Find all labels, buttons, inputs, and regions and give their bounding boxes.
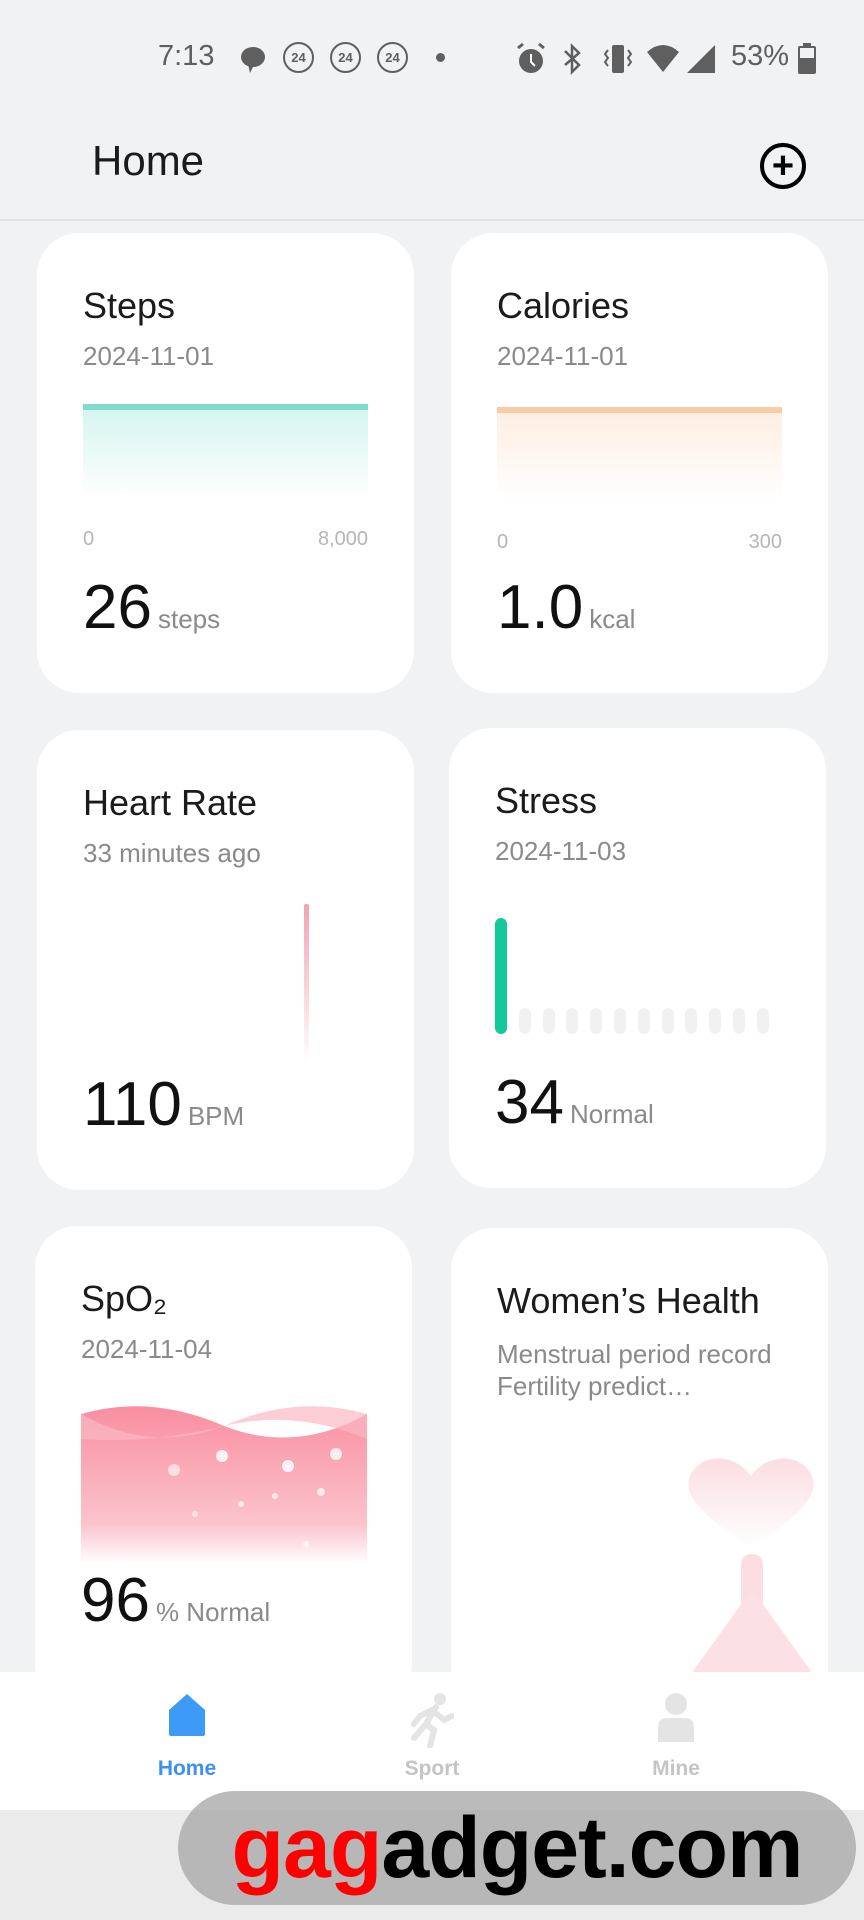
dot-icon: [436, 53, 445, 62]
bluetooth-icon: [564, 42, 581, 76]
nav-mine[interactable]: Mine: [596, 1692, 756, 1781]
vibrate-icon: [603, 45, 633, 73]
alarm-icon: [517, 42, 545, 73]
nav-label: Mine: [652, 1757, 700, 1780]
heart-rate-bar: [304, 904, 309, 1064]
stress-bar-active: [495, 918, 507, 1034]
notification-badge: 24: [283, 42, 314, 73]
running-icon: [411, 1693, 455, 1749]
notification-badge: 24: [330, 42, 361, 73]
stress-bar: [756, 1008, 769, 1034]
steps-value: 26: [83, 573, 152, 642]
heart-rate-unit: BPM: [187, 1101, 245, 1131]
stress-bar: [733, 1008, 745, 1034]
spo2-unit: % Normal: [155, 1597, 271, 1627]
watermark: gag adget.com: [178, 1791, 856, 1905]
add-button[interactable]: +: [760, 143, 806, 189]
nav-label: Home: [157, 1757, 217, 1780]
card-title: Stress: [495, 780, 598, 821]
card-date: 2024-11-01: [497, 341, 629, 371]
heart-rate-card[interactable]: Heart Rate 33 minutes ago 110 BPM: [37, 730, 414, 1190]
page-title: Home: [92, 137, 205, 184]
wifi-icon: [647, 45, 679, 72]
notification-badge: 24: [377, 42, 408, 73]
stress-bar: [518, 1008, 531, 1034]
card-date: 2024-11-03: [495, 836, 627, 866]
plus-circle-icon: +: [771, 145, 795, 187]
card-title: SpO₂: [81, 1278, 168, 1319]
calories-card[interactable]: Calories 2024-11-01 0 300 1.0 kcal: [451, 233, 828, 693]
stress-bar: [542, 1008, 555, 1034]
stress-bar: [566, 1008, 579, 1034]
womens-health-card[interactable]: Women’s Health Menstrual period record F…: [451, 1228, 828, 1708]
spo2-value: 96: [81, 1566, 150, 1635]
bottom-nav: Home Sport Mine: [0, 1672, 864, 1810]
person-icon: [658, 1693, 694, 1742]
card-title: Calories: [497, 285, 630, 326]
card-date: 2024-11-04: [81, 1334, 213, 1364]
steps-progress-chart: [83, 404, 368, 498]
stress-bar: [709, 1008, 722, 1034]
card-title: Women’s Health: [497, 1280, 760, 1321]
chat-icon: [241, 47, 265, 73]
calories-unit: kcal: [589, 604, 636, 634]
spo2-wave-chart: [81, 1406, 367, 1564]
nav-home[interactable]: Home: [107, 1692, 267, 1781]
stress-level: Normal: [569, 1099, 654, 1129]
stress-card[interactable]: Stress 2024-11-03 34 Normal: [449, 728, 826, 1188]
signal-icon: [687, 45, 715, 73]
home-icon: [169, 1694, 205, 1736]
calories-value: 1.0: [497, 573, 584, 642]
steps-unit: steps: [157, 604, 221, 634]
stress-bar: [614, 1008, 626, 1034]
battery-percent: 53%: [731, 40, 790, 72]
axis-max: 8,000: [317, 528, 368, 550]
spo2-card[interactable]: SpO₂ 2024-11-04 96% Normal: [35, 1226, 412, 1706]
stress-bar: [685, 1008, 698, 1034]
status-bar: 7:13 24 24 24 53%: [0, 0, 864, 110]
nav-sport[interactable]: Sport: [352, 1692, 512, 1781]
card-description: Menstrual period record Fertility predic…: [497, 1339, 772, 1401]
stress-bar: [637, 1008, 650, 1034]
card-date: 2024-11-01: [83, 341, 215, 371]
heart-rate-value: 110: [83, 1070, 182, 1139]
card-date: 33 minutes ago: [83, 838, 261, 868]
card-title: Steps: [83, 285, 176, 326]
axis-min: 0: [497, 531, 509, 553]
axis-min: 0: [83, 528, 95, 550]
calories-progress-chart: [497, 407, 782, 501]
clock: 7:13: [158, 40, 215, 72]
stress-bar: [661, 1008, 674, 1034]
steps-card[interactable]: Steps 2024-11-01 0 8,000 26 steps: [37, 233, 414, 693]
app-header: Home +: [0, 110, 864, 221]
card-title: Heart Rate: [83, 782, 258, 823]
stress-value: 34: [495, 1068, 564, 1137]
female-heart-icon: [688, 1458, 814, 1674]
nav-label: Sport: [404, 1757, 460, 1780]
axis-max: 300: [748, 531, 782, 553]
battery-icon: [798, 43, 816, 74]
stress-bar: [590, 1008, 603, 1034]
